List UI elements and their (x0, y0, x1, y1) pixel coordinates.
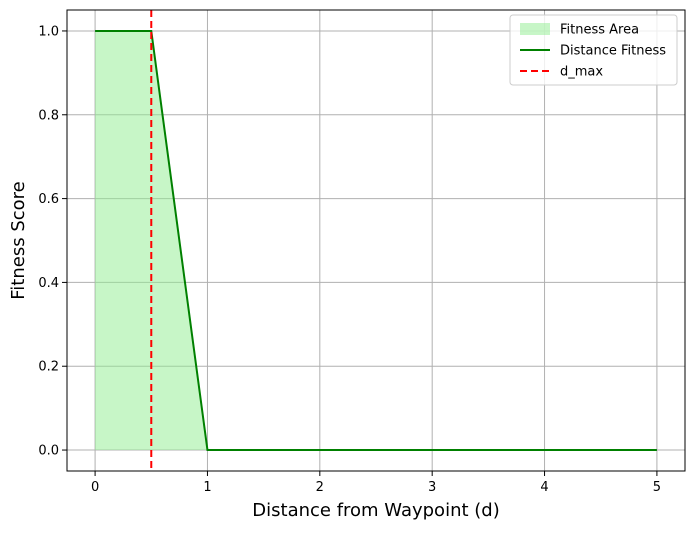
x-axis-label: Distance from Waypoint (d) (252, 500, 499, 521)
distance-fitness-line (95, 29, 657, 452)
legend-label: d_max (560, 65, 603, 80)
x-axis-ticks: 0 1 2 3 4 5 (91, 471, 661, 495)
legend-swatch-area (520, 23, 550, 35)
series-line-layer (95, 29, 657, 452)
x-tick-label: 3 (428, 480, 436, 495)
y-tick-label: 1.0 (38, 24, 59, 39)
y-tick-label: 0.6 (38, 192, 59, 207)
y-tick-label: 0.2 (38, 360, 59, 375)
x-tick-label: 5 (653, 480, 661, 495)
y-axis-ticks: 0.0 0.2 0.4 0.6 0.8 1.0 (38, 24, 67, 459)
legend-box (509, 14, 678, 86)
legend-label: Fitness Area (560, 23, 639, 38)
chart-legend: Fitness Area Distance Fitness d_max (509, 14, 678, 86)
legend-label: Distance Fitness (560, 44, 666, 59)
plot-area-frame (66, 9, 686, 472)
y-tick-label: 0.8 (38, 108, 59, 123)
y-tick-label: 0.0 (38, 444, 59, 459)
y-tick-label: 0.4 (38, 276, 59, 291)
legend-items: Fitness Area Distance Fitness d_max (520, 23, 666, 80)
x-tick-label: 0 (91, 480, 99, 495)
y-axis-label: Fitness Score (8, 181, 29, 299)
x-tick-label: 2 (316, 480, 324, 495)
x-tick-label: 1 (203, 480, 211, 495)
x-tick-label: 4 (540, 480, 548, 495)
